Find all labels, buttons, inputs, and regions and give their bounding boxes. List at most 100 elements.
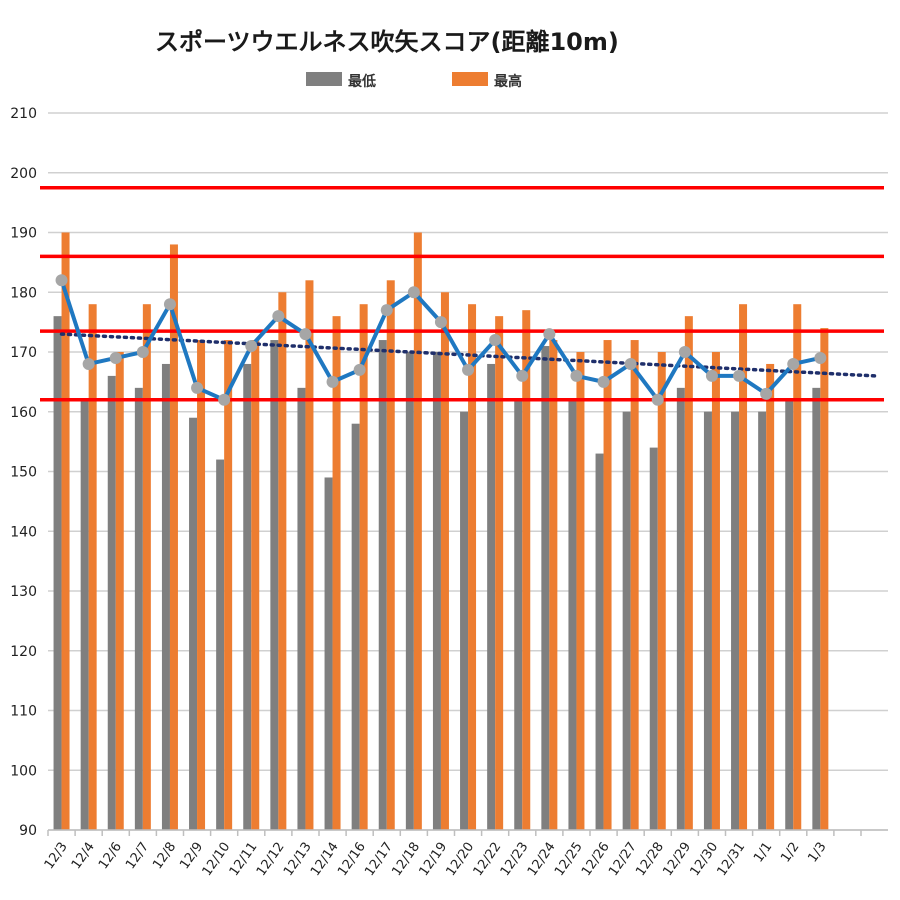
x-tick-label: 12/6 — [96, 840, 125, 873]
bar-max — [468, 304, 477, 830]
line-point — [570, 369, 583, 382]
x-tick-label: 12/4 — [69, 840, 98, 873]
bar-min — [134, 387, 143, 830]
x-tick-label: 12/3 — [42, 840, 71, 873]
x-tick-label: 12/26 — [579, 840, 613, 879]
bar-max — [657, 352, 666, 830]
bar-min — [351, 423, 360, 830]
x-tick-label: 12/20 — [444, 840, 478, 879]
x-tick-label: 12/11 — [227, 840, 261, 879]
bar-max — [61, 232, 70, 830]
x-tick-label: 12/22 — [471, 840, 505, 879]
line-point — [462, 363, 475, 376]
x-tick-label: 12/18 — [389, 840, 423, 879]
y-tick-label: 170 — [10, 345, 37, 361]
y-tick-label: 210 — [10, 106, 37, 122]
bar-min — [189, 417, 198, 830]
y-tick-label: 90 — [19, 823, 37, 839]
y-tick-label: 150 — [10, 465, 37, 481]
bar-max — [820, 328, 829, 830]
bar-max — [630, 340, 639, 830]
bar-min — [649, 447, 658, 830]
bar-max — [413, 232, 422, 830]
line-point — [705, 369, 718, 382]
trendline-path — [59, 332, 877, 378]
line-point — [299, 328, 312, 341]
line-point — [163, 298, 176, 311]
bar-min — [541, 346, 550, 830]
bar-max — [305, 280, 314, 830]
line-point — [353, 363, 366, 376]
y-tick-label: 100 — [10, 763, 37, 779]
line-point — [543, 328, 556, 341]
bar-max — [251, 340, 260, 830]
bar-min — [80, 399, 89, 830]
bar-max — [332, 316, 341, 830]
bar-min — [297, 387, 306, 830]
bar-min — [812, 387, 821, 830]
bar-max — [142, 304, 151, 830]
x-tick-label: 12/16 — [335, 840, 369, 879]
x-tick-label: 12/25 — [552, 840, 586, 879]
bar-min — [107, 375, 116, 830]
bar-min — [487, 363, 496, 830]
score-line — [55, 274, 827, 406]
y-tick-label: 140 — [10, 524, 37, 540]
line-point — [407, 286, 420, 299]
line-point — [787, 357, 800, 370]
legend: 最低 最高 — [306, 72, 522, 90]
bar-max — [440, 292, 449, 830]
bar-max — [576, 352, 585, 830]
bar-max — [684, 316, 693, 830]
bar-max — [766, 363, 775, 830]
bar-min — [514, 399, 523, 830]
bar-min — [676, 387, 685, 830]
bar-max — [495, 316, 504, 830]
bar-min — [216, 459, 225, 830]
x-tick-label: 12/31 — [715, 840, 749, 879]
bar-min — [53, 316, 62, 830]
bar-min — [405, 352, 414, 830]
line-point — [245, 340, 258, 353]
x-tick-label: 12/17 — [362, 840, 396, 879]
x-tick-label: 12/8 — [150, 840, 179, 873]
line-point — [489, 334, 502, 347]
line-point — [326, 375, 339, 388]
x-tick-label: 12/23 — [498, 840, 532, 879]
x-tick-label: 1/2 — [778, 840, 802, 866]
bar-max — [169, 244, 178, 830]
x-tick-label: 12/28 — [633, 840, 667, 879]
bar-min — [758, 411, 767, 830]
x-tick-label: 12/12 — [254, 840, 288, 879]
line-point — [678, 346, 691, 358]
line-point — [109, 351, 122, 364]
y-tick-label: 200 — [10, 166, 37, 182]
y-tick-label: 160 — [10, 405, 37, 421]
bar-min — [785, 399, 794, 830]
x-tick-label: 12/29 — [660, 840, 694, 879]
line-point — [191, 381, 204, 394]
line-point — [82, 357, 95, 370]
line-point — [597, 375, 610, 388]
bar-min — [378, 340, 387, 830]
bar-min — [595, 453, 604, 830]
bar-max — [386, 280, 395, 830]
line-point — [651, 393, 664, 406]
legend-swatch-min — [306, 72, 342, 86]
bar-min — [270, 340, 279, 830]
line-point — [814, 351, 827, 364]
line-point — [272, 310, 285, 323]
x-tick-label: 12/24 — [525, 840, 559, 879]
x-tick-label: 12/30 — [687, 840, 721, 879]
x-tick-label: 1/1 — [751, 840, 775, 866]
bar-max — [549, 340, 558, 830]
bar-max — [224, 340, 233, 830]
bar-min — [243, 363, 252, 830]
y-tick-label: 180 — [10, 285, 37, 301]
chart-title: スポーツウエルネス吹矢スコア(距離10m) — [155, 28, 619, 56]
line-point — [516, 369, 529, 382]
x-tick-label: 12/13 — [281, 840, 315, 879]
bar-min — [161, 363, 170, 830]
